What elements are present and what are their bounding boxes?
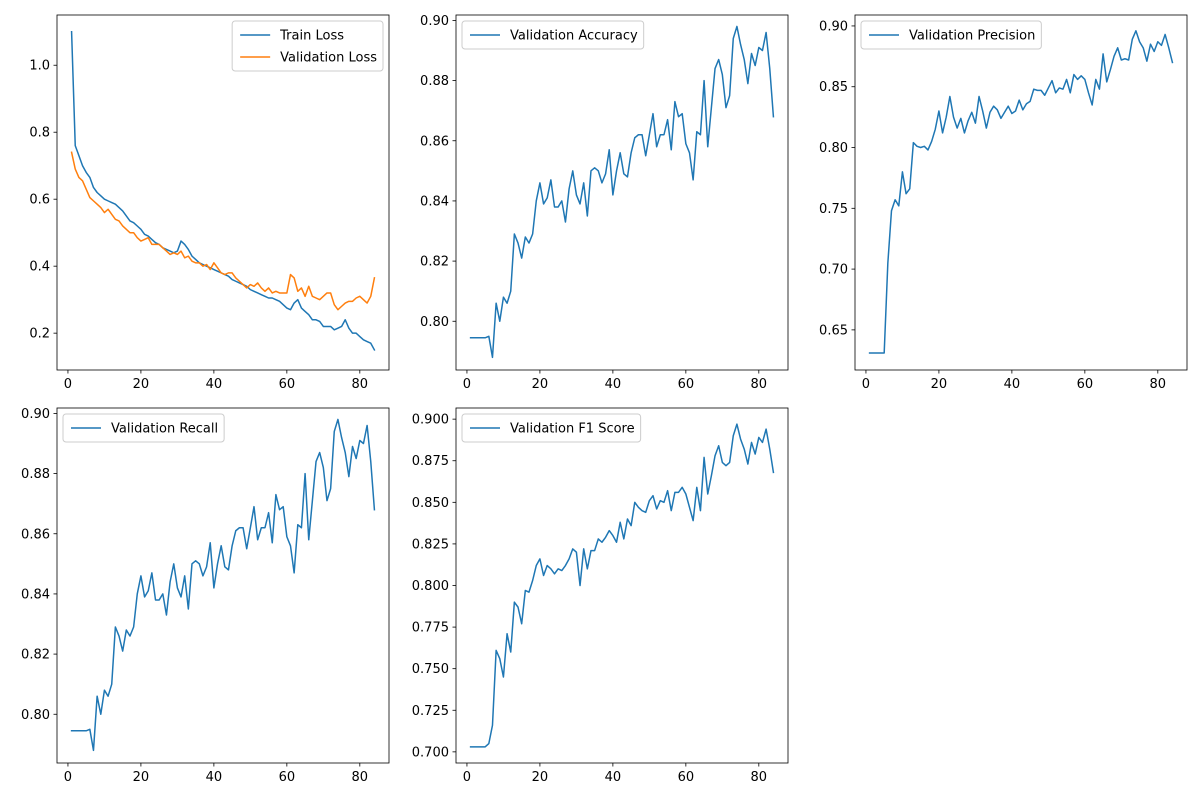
x-tick-label: 20 bbox=[133, 377, 150, 392]
series-line-1 bbox=[469, 423, 775, 748]
legend-box bbox=[860, 20, 1042, 50]
y-tick-label: 0.80 bbox=[21, 708, 50, 723]
y-tick-label: 0.900 bbox=[412, 413, 449, 428]
y-tick-label: 1.0 bbox=[29, 59, 50, 74]
subplot-5: 0 20 40 60 80 0.700 0.725 0.750 0.775 0.800 0.825 0… bbox=[412, 407, 789, 785]
x-tick-label: 0 bbox=[862, 377, 870, 392]
y-tick-label: 0.750 bbox=[412, 662, 449, 677]
subplot-1: 0 20 40 60 80 0.2 0.4 0.6 0.8 1.0 Train Loss Valida… bbox=[29, 14, 390, 392]
x-tick-label: 20 bbox=[931, 377, 948, 392]
x-tick-label: 0 bbox=[463, 377, 471, 392]
legend-label: Validation Recall bbox=[111, 422, 218, 437]
x-tick-label: 40 bbox=[206, 377, 223, 392]
y-tick-label: 0.75 bbox=[819, 202, 848, 217]
y-tick-label: 0.90 bbox=[819, 19, 848, 34]
y-tick-label: 0.90 bbox=[420, 14, 449, 29]
y-tick-label: 0.875 bbox=[412, 454, 449, 469]
y-tick-label: 0.84 bbox=[420, 194, 449, 209]
y-tick-label: 0.70 bbox=[819, 263, 848, 278]
x-tick-label: 60 bbox=[678, 377, 695, 392]
subplot-2: 0 20 40 60 80 0.80 0.82 0.84 0.86 0.88 0.90 Validat… bbox=[420, 14, 789, 392]
y-tick-label: 0.82 bbox=[21, 648, 50, 663]
series-line-1 bbox=[469, 25, 775, 359]
x-tick-label: 40 bbox=[605, 770, 622, 785]
x-tick-label: 0 bbox=[463, 770, 471, 785]
legend-label: Validation Precision bbox=[909, 29, 1035, 44]
x-tick-label: 40 bbox=[206, 770, 223, 785]
y-tick-label: 0.725 bbox=[412, 704, 449, 719]
subplot-3: 0 20 40 60 80 0.65 0.70 0.75 0.80 0.85 0.90 Validat… bbox=[819, 14, 1188, 392]
y-tick-label: 0.82 bbox=[420, 255, 449, 270]
y-tick-label: 0.86 bbox=[420, 134, 449, 149]
legend-box bbox=[231, 20, 384, 72]
x-tick-label: 80 bbox=[1150, 377, 1167, 392]
y-tick-label: 0.6 bbox=[29, 193, 50, 208]
x-tick-label: 60 bbox=[279, 377, 296, 392]
y-tick-label: 0.775 bbox=[412, 621, 449, 636]
legend-box bbox=[461, 20, 645, 50]
x-tick-label: 80 bbox=[352, 770, 369, 785]
legend-box bbox=[62, 413, 225, 443]
series-line-1 bbox=[868, 30, 1174, 354]
x-tick-label: 20 bbox=[133, 770, 150, 785]
series-line-2 bbox=[70, 151, 376, 311]
y-tick-label: 0.850 bbox=[412, 496, 449, 511]
y-tick-label: 0.88 bbox=[420, 74, 449, 89]
series-line-1 bbox=[70, 418, 376, 752]
x-tick-label: 60 bbox=[279, 770, 296, 785]
y-tick-label: 0.65 bbox=[819, 323, 848, 338]
legend-box bbox=[461, 413, 642, 443]
x-tick-label: 40 bbox=[1004, 377, 1021, 392]
legend: Train Loss Validation Loss bbox=[231, 20, 384, 72]
y-tick-label: 0.2 bbox=[29, 327, 50, 342]
x-tick-label: 20 bbox=[532, 377, 549, 392]
y-tick-label: 0.90 bbox=[21, 407, 50, 422]
x-tick-label: 0 bbox=[64, 770, 72, 785]
legend-label: Validation Accuracy bbox=[510, 29, 638, 44]
y-tick-label: 0.88 bbox=[21, 467, 50, 482]
legend-label: Validation Loss bbox=[280, 51, 377, 66]
y-tick-label: 0.80 bbox=[420, 315, 449, 330]
axes-frame bbox=[854, 14, 1188, 371]
x-tick-label: 40 bbox=[605, 377, 622, 392]
x-tick-label: 80 bbox=[352, 377, 369, 392]
axes-frame bbox=[455, 14, 789, 371]
subplot-4: 0 20 40 60 80 0.80 0.82 0.84 0.86 0.88 0.90 Validat… bbox=[21, 407, 390, 785]
legend-label: Validation F1 Score bbox=[510, 422, 635, 437]
x-tick-label: 60 bbox=[678, 770, 695, 785]
x-tick-label: 60 bbox=[1077, 377, 1094, 392]
axes-frame bbox=[56, 407, 390, 764]
axes-frame bbox=[56, 14, 390, 371]
y-tick-label: 0.80 bbox=[819, 141, 848, 156]
y-tick-label: 0.86 bbox=[21, 527, 50, 542]
legend-label: Train Loss bbox=[279, 29, 344, 44]
y-tick-label: 0.800 bbox=[412, 579, 449, 594]
y-tick-label: 0.85 bbox=[819, 80, 848, 95]
y-tick-label: 0.8 bbox=[29, 126, 50, 141]
y-tick-label: 0.84 bbox=[21, 587, 50, 602]
legend: Validation Recall bbox=[62, 413, 225, 443]
y-tick-label: 0.700 bbox=[412, 745, 449, 760]
y-tick-label: 0.4 bbox=[29, 260, 50, 275]
y-tick-label: 0.825 bbox=[412, 537, 449, 552]
x-tick-label: 80 bbox=[751, 770, 768, 785]
legend: Validation Accuracy bbox=[461, 20, 645, 50]
x-tick-label: 0 bbox=[64, 377, 72, 392]
legend: Validation Precision bbox=[860, 20, 1042, 50]
x-tick-label: 80 bbox=[751, 377, 768, 392]
x-tick-label: 20 bbox=[532, 770, 549, 785]
legend: Validation F1 Score bbox=[461, 413, 642, 443]
